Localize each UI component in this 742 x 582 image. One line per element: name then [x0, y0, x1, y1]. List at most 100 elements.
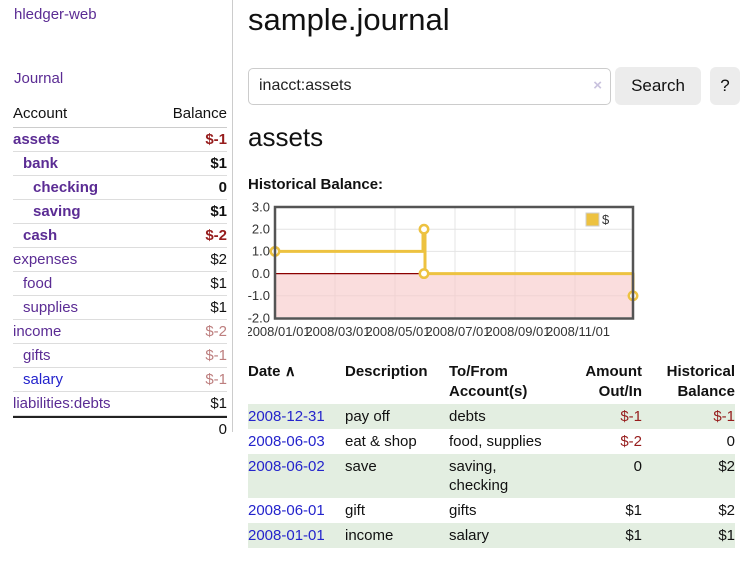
svg-text:2008/01/01: 2008/01/01 [248, 324, 311, 339]
account-balance: $1 [210, 203, 227, 220]
transaction-balance: $2 [718, 502, 735, 519]
help-button[interactable]: ? [710, 67, 740, 105]
legend-label: $ [602, 212, 610, 227]
account-link[interactable]: income [13, 323, 62, 340]
account-link[interactable]: gifts [23, 347, 51, 364]
transaction-balance: $1 [718, 527, 735, 544]
account-balance: $2 [210, 251, 227, 268]
account-balance: $1 [210, 155, 227, 172]
plot-border [273, 205, 635, 320]
account-link[interactable]: assets [13, 131, 60, 148]
table-row: 2008-12-31 pay off debts $-1 $-1 [248, 404, 735, 429]
transaction-date-link[interactable]: 2008-06-02 [248, 458, 325, 475]
accounts-total-value: 0 [218, 421, 227, 438]
svg-text:3.0: 3.0 [252, 202, 270, 215]
transaction-date-link[interactable]: 2008-06-01 [248, 502, 325, 519]
account-link[interactable]: food [23, 275, 53, 292]
account-link[interactable]: salary [23, 371, 64, 388]
transaction-amount: $-2 [620, 433, 642, 450]
transaction-date-link[interactable]: 2008-01-01 [248, 527, 325, 544]
transaction-description: save [345, 458, 377, 475]
transaction-accounts: debts [449, 408, 486, 425]
svg-text:2.0: 2.0 [252, 222, 270, 237]
account-column-header: Account [13, 105, 68, 122]
account-balance: $-2 [205, 323, 227, 340]
search-input[interactable] [248, 67, 611, 105]
account-table-header: Account Balance [13, 102, 227, 128]
y-axis-labels: 3.0 2.0 1.0 0.0 -1.0 -2.0 [248, 202, 270, 326]
svg-text:2008/05/01: 2008/05/01 [365, 324, 430, 339]
page-title: sample.journal [248, 2, 450, 37]
table-row: 2008-01-01 income salary $1 $1 [248, 523, 735, 548]
accounts-total-row: 0 [13, 416, 227, 441]
svg-text:2008/09/01: 2008/09/01 [485, 324, 550, 339]
sidebar-item-saving: saving $1 [13, 200, 227, 224]
clear-search-icon[interactable]: × [593, 76, 602, 94]
account-balance: $1 [210, 299, 227, 316]
historical-balance-chart: $ 3.0 2.0 1.0 0.0 -1.0 -2.0 2008/01/01 2… [248, 202, 639, 339]
transaction-accounts: saving, checking [449, 458, 509, 494]
transaction-description: gift [345, 502, 366, 519]
nav-journal-link[interactable]: Journal [14, 70, 64, 87]
transaction-amount: $1 [625, 527, 642, 544]
table-row: 2008-06-01 gift gifts $1 $2 [248, 498, 735, 523]
sidebar-item-expenses: expenses $2 [13, 248, 227, 272]
sidebar-item-checking: checking 0 [13, 176, 227, 200]
register-table-header-row: Date ∧ Description To/From Account(s) Am… [248, 360, 735, 404]
account-link[interactable]: saving [33, 203, 81, 220]
table-row: 2008-06-03 eat & shop food, supplies $-2… [248, 429, 735, 454]
account-balance: $1 [210, 275, 227, 292]
account-link[interactable]: bank [23, 155, 59, 172]
svg-text:-1.0: -1.0 [248, 288, 270, 303]
account-balance: $-2 [205, 227, 227, 244]
account-link[interactable]: expenses [13, 251, 78, 268]
account-balance: $-1 [205, 347, 227, 364]
account-link[interactable]: supplies [23, 299, 79, 316]
account-balance-table: Account Balance assets $-1 bank $1 check… [13, 102, 227, 441]
description-column-header: Description [345, 363, 428, 380]
svg-text:2008/11/01: 2008/11/01 [546, 324, 610, 339]
main-content: sample.journal × Search ? assets Histori… [248, 0, 740, 548]
transaction-accounts: gifts [449, 502, 477, 519]
sidebar-item-bank: bank $1 [13, 152, 227, 176]
transaction-description: income [345, 527, 394, 544]
account-link[interactable]: cash [23, 227, 58, 244]
transaction-amount: $1 [625, 502, 642, 519]
svg-text:1.0: 1.0 [252, 244, 270, 259]
account-link[interactable]: checking [33, 179, 99, 196]
balance-column-header: Balance [172, 105, 227, 122]
app-brand-link[interactable]: hledger-web [14, 6, 97, 23]
historical-balance-column-header: Historical Balance [666, 363, 735, 400]
account-balance: $-1 [205, 371, 227, 388]
svg-text:0.0: 0.0 [252, 266, 270, 281]
register-table: Date ∧ Description To/From Account(s) Am… [248, 360, 735, 548]
sidebar-item-supplies: supplies $1 [13, 296, 227, 320]
transaction-accounts: salary [449, 527, 490, 544]
legend-swatch [585, 212, 600, 227]
transaction-date-link[interactable]: 2008-06-03 [248, 433, 325, 450]
register-account-heading: assets [248, 122, 324, 152]
transaction-amount: $-1 [620, 408, 642, 425]
account-balance: $-1 [205, 131, 227, 148]
x-axis-labels: 2008/01/01 2008/03/01 2008/05/01 2008/07… [248, 324, 610, 339]
transaction-description: pay off [345, 408, 390, 425]
sidebar-item-liabilities-debts: liabilities:debts $1 [13, 392, 227, 416]
account-balance: 0 [218, 179, 227, 196]
sidebar: hledger-web Journal Account Balance asse… [0, 0, 233, 438]
transaction-date-link[interactable]: 2008-12-31 [248, 408, 325, 425]
transaction-accounts: food, supplies [449, 433, 542, 450]
table-row: 2008-06-02 save saving, checking 0 $2 [248, 454, 735, 498]
transaction-balance: 0 [726, 433, 735, 450]
sidebar-item-food: food $1 [13, 272, 227, 296]
date-column-header[interactable]: Date ∧ [248, 363, 296, 380]
sidebar-item-income: income $-2 [13, 320, 227, 344]
search-button[interactable]: Search [615, 67, 701, 105]
account-balance: $1 [210, 395, 227, 412]
sidebar-item-salary: salary $-1 [13, 368, 227, 392]
svg-text:2008/03/01: 2008/03/01 [305, 324, 370, 339]
sort-ascending-icon: ∧ [284, 363, 296, 380]
account-link[interactable]: liabilities:debts [13, 395, 111, 412]
chart-title: Historical Balance: [248, 176, 384, 193]
tofrom-column-header: To/From Account(s) [449, 363, 528, 400]
negative-region [276, 273, 632, 318]
